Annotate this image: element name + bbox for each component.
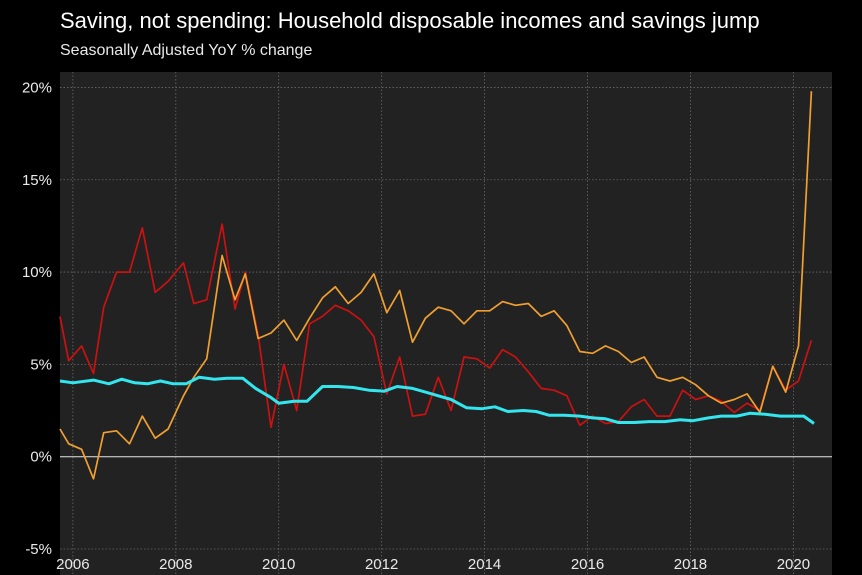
plot-background <box>60 72 832 575</box>
x-tick-label: 2008 <box>159 556 192 573</box>
x-tick-label: 2012 <box>365 556 398 573</box>
series-line-3 <box>59 375 815 425</box>
x-tick-label: 2010 <box>262 556 295 573</box>
x-tick-label: 2016 <box>571 556 604 573</box>
y-tick-label: 15% <box>22 172 52 189</box>
series-line-1 <box>59 223 813 429</box>
y-tick-label: 10% <box>22 264 52 281</box>
grid-lines <box>60 72 832 575</box>
series-group <box>59 91 815 480</box>
x-tick-label: 2006 <box>56 556 89 573</box>
x-tick-label: 2018 <box>674 556 707 573</box>
chart-subtitle: Seasonally Adjusted YoY % change <box>60 42 313 59</box>
y-tick-label: 0% <box>30 449 52 466</box>
y-tick-label: 5% <box>30 356 52 373</box>
y-tick-label: 20% <box>22 79 52 96</box>
y-tick-label: -5% <box>25 541 52 558</box>
chart-title: Saving, not spending: Household disposab… <box>60 8 760 33</box>
series-line-2 <box>59 91 813 480</box>
x-axis-ticks: 2006 2008 2010 2012 2014 2016 2018 2020 <box>56 556 810 573</box>
x-tick-label: 2014 <box>468 556 501 573</box>
y-axis-ticks: -5% 0% 5% 10% 15% 20% <box>22 79 52 558</box>
x-tick-label: 2020 <box>777 556 810 573</box>
